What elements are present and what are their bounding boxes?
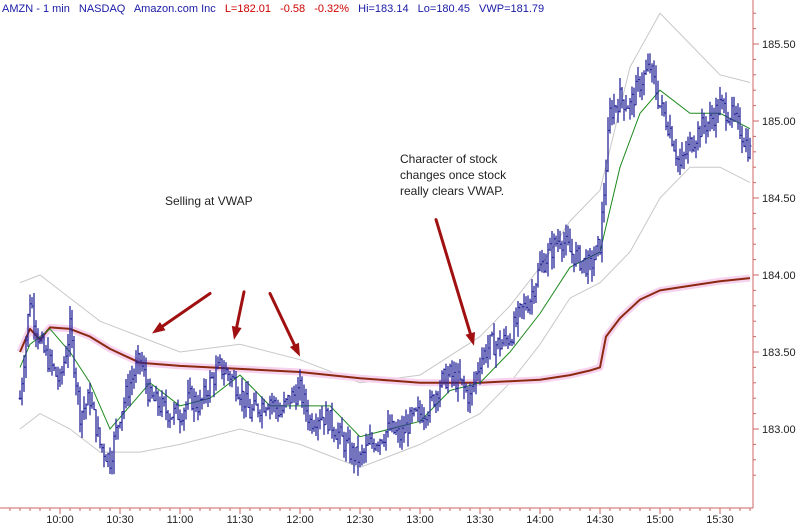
y-tick-label: 183.00 [762,424,796,436]
arrow-head [231,325,242,340]
header-last: L=182.01 [225,3,271,15]
annotation-arrow [434,218,475,346]
y-tick-label: 184.50 [762,193,796,205]
annotation-text: Selling at VWAP [165,194,253,208]
x-tick-label: 13:00 [406,514,434,526]
annotation-line: Character of stock [400,152,498,166]
header-change: -0.58 [280,3,305,15]
price-bar [748,137,752,160]
annotation-line: Selling at VWAP [165,194,253,208]
x-tick-label: 15:30 [706,514,734,526]
y-tick-label: 185.00 [762,116,796,128]
annotation-line: really clears VWAP. [400,184,504,198]
x-tick-label: 12:30 [346,514,374,526]
annotation-arrow [152,292,212,334]
arrow-shaft [235,290,246,329]
moving-average-group [19,89,751,438]
header-high: Hi=183.14 [358,3,408,15]
upper-band-line [19,12,751,384]
arrow-shaft [161,292,212,328]
y-tick-label: 185.50 [762,39,796,51]
arrow-shaft [268,292,296,347]
x-tick-label: 10:00 [46,514,74,526]
x-tick-label: 15:00 [646,514,674,526]
x-tick-label: 12:00 [286,514,314,526]
x-tick-label: 13:30 [466,514,494,526]
header-exchange: NASDAQ [79,3,126,15]
x-tick-label: 14:30 [586,514,614,526]
x-tick-label: 10:30 [106,514,134,526]
y-tick-label: 184.00 [762,270,796,282]
chart-header: AMZN - 1 min NASDAQ Amazon.com Inc L=182… [2,3,544,15]
annotations: Selling at VWAP Character of stock changes… [165,152,507,208]
price-bars [18,53,752,476]
header-change-pct: -0.32% [314,3,349,15]
moving-average-line [19,89,751,438]
header-low: Lo=180.45 [418,3,470,15]
x-tick-label: 11:30 [227,514,254,526]
header-vwap: VWP=181.79 [479,3,544,15]
annotation-arrows [152,218,475,357]
arrow-head [465,332,475,346]
lower-band-line [19,166,751,469]
y-tick-label: 183.50 [762,347,796,359]
header-company: Amazon.com Inc [134,3,216,15]
annotation-arrow [231,290,246,340]
arrow-head [289,342,300,357]
x-tick-label: 11:00 [167,514,194,526]
x-tick-label: 14:00 [526,514,554,526]
arrow-shaft [434,218,472,335]
annotation-text: Character of stock changes once stock real… [400,152,507,198]
annotation-arrow [268,292,300,357]
bollinger-bands [19,12,751,469]
header-symbol: AMZN - 1 min [2,3,70,15]
arrow-head [152,322,166,334]
annotation-line: changes once stock [400,168,507,182]
